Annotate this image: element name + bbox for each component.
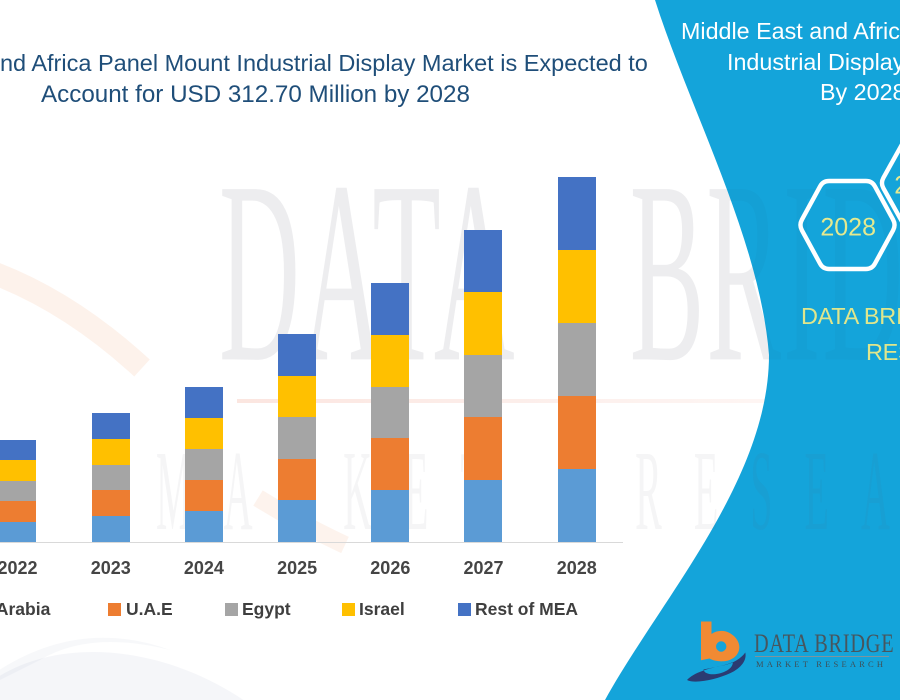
svg-text:2028: 2028 (820, 214, 876, 242)
svg-text:DATA BRIDGE: DATA BRIDGE (754, 630, 894, 659)
svg-text:MARKET RESEARCH: MARKET RESEARCH (756, 659, 886, 669)
svg-text:2028: 2028 (894, 172, 900, 200)
